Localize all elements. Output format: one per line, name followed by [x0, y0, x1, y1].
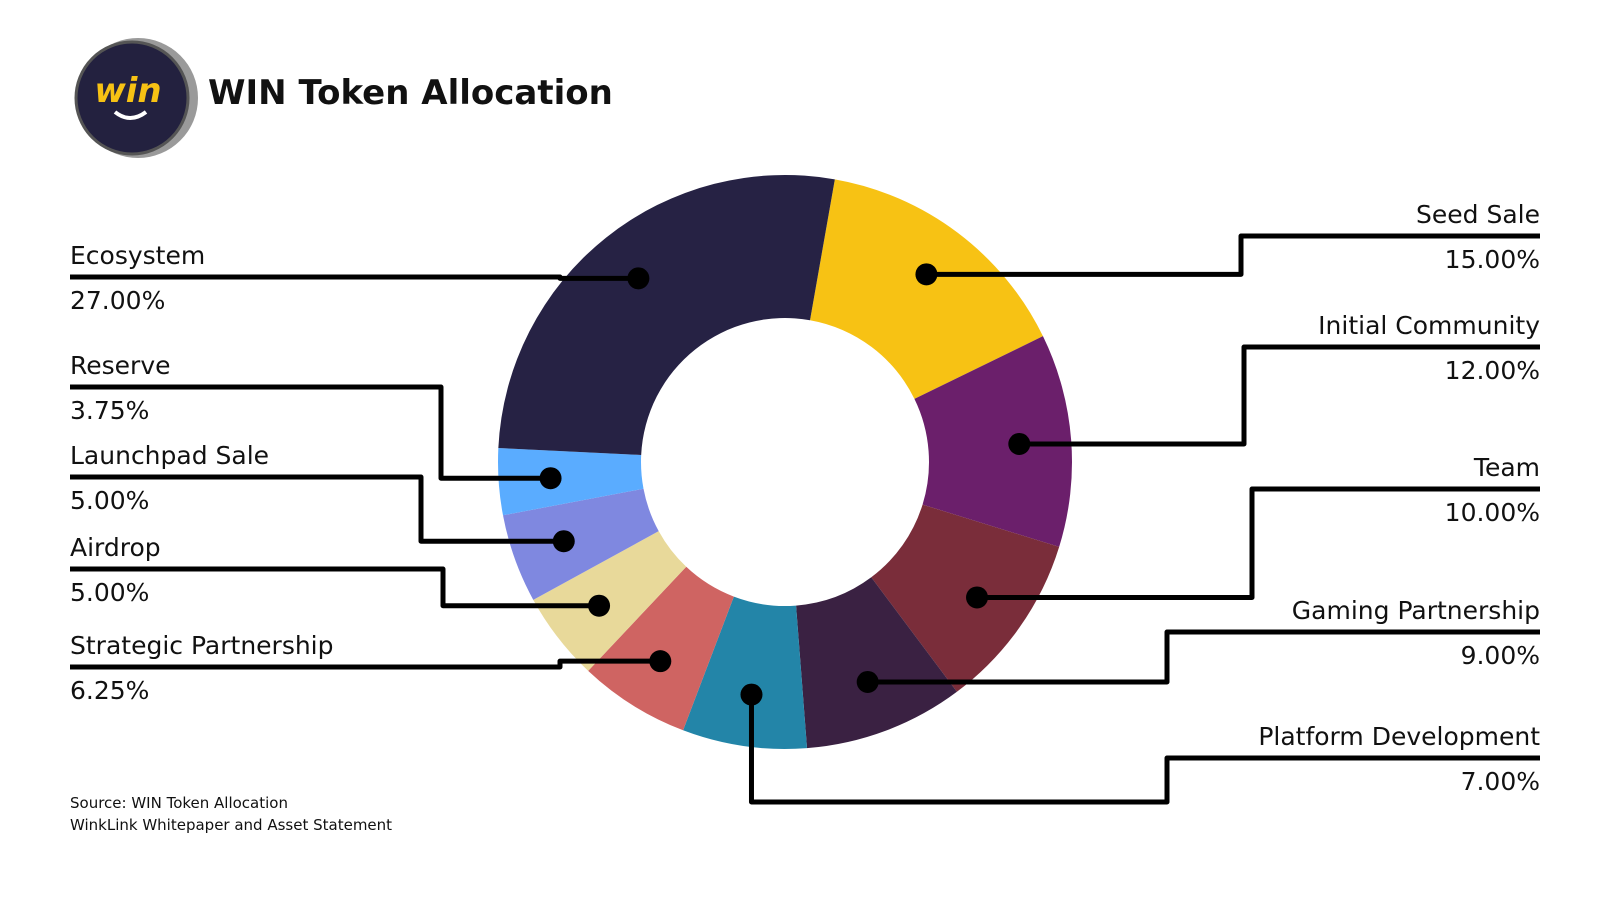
donut-slice: [810, 179, 1043, 399]
logo: win: [74, 38, 198, 158]
value-label: 15.00%: [1445, 245, 1540, 274]
leader-line: [867, 629, 1540, 685]
leader-line: [70, 658, 661, 670]
value-label: 9.00%: [1461, 641, 1540, 670]
chart-title: WIN Token Allocation: [208, 73, 613, 113]
leader-line: [70, 474, 564, 544]
value-label: 7.00%: [1461, 767, 1540, 796]
leader-line: [977, 486, 1540, 600]
leader-line: [70, 274, 639, 281]
legend-label: Strategic Partnership: [70, 631, 334, 660]
source-line: Source: WIN Token Allocation: [70, 794, 288, 812]
value-label: 3.75%: [70, 396, 149, 425]
legend-label: Seed Sale: [1416, 200, 1540, 229]
donut-slice: [914, 336, 1072, 547]
legend-label: Ecosystem: [70, 241, 205, 270]
source-line: WinkLink Whitepaper and Asset Statement: [70, 816, 392, 834]
leader-line: [70, 566, 600, 609]
leader-dot: [966, 586, 989, 609]
legend-label: Team: [1473, 453, 1540, 482]
leader-dot: [740, 683, 763, 706]
donut-slice: [502, 488, 659, 600]
leader-dot: [915, 263, 938, 286]
value-label: 6.25%: [70, 676, 149, 705]
legend-label: Gaming Partnership: [1292, 596, 1540, 625]
leader-line: [748, 694, 1540, 805]
legend-label: Initial Community: [1318, 311, 1540, 340]
donut-slice: [796, 577, 957, 749]
value-label: 12.00%: [1445, 356, 1540, 385]
value-label: 5.00%: [70, 486, 149, 515]
value-label: 27.00%: [70, 286, 165, 315]
donut-slice: [498, 447, 644, 516]
value-label: 10.00%: [1445, 498, 1540, 527]
leader-line: [70, 384, 551, 481]
legend-label: Platform Development: [1258, 722, 1540, 751]
leader-line: [1019, 344, 1540, 447]
donut-slice: [871, 504, 1060, 692]
legend-label: Reserve: [70, 351, 171, 380]
value-label: 5.00%: [70, 578, 149, 607]
legend-label: Launchpad Sale: [70, 441, 269, 470]
donut-slice: [533, 531, 687, 671]
leader-dot: [588, 594, 611, 617]
logo-text: win: [94, 71, 161, 111]
legend-label: Airdrop: [70, 533, 161, 562]
leader-dot: [856, 670, 879, 693]
donut-slice: [683, 596, 808, 749]
leader-dot: [649, 650, 672, 673]
leader-dot: [552, 530, 575, 553]
leader-line: [926, 233, 1540, 277]
donut-slice: [588, 566, 734, 731]
leader-dot: [1008, 432, 1031, 455]
donut-slice: [498, 175, 835, 455]
leader-dot: [627, 267, 650, 290]
leader-dot: [539, 467, 562, 490]
